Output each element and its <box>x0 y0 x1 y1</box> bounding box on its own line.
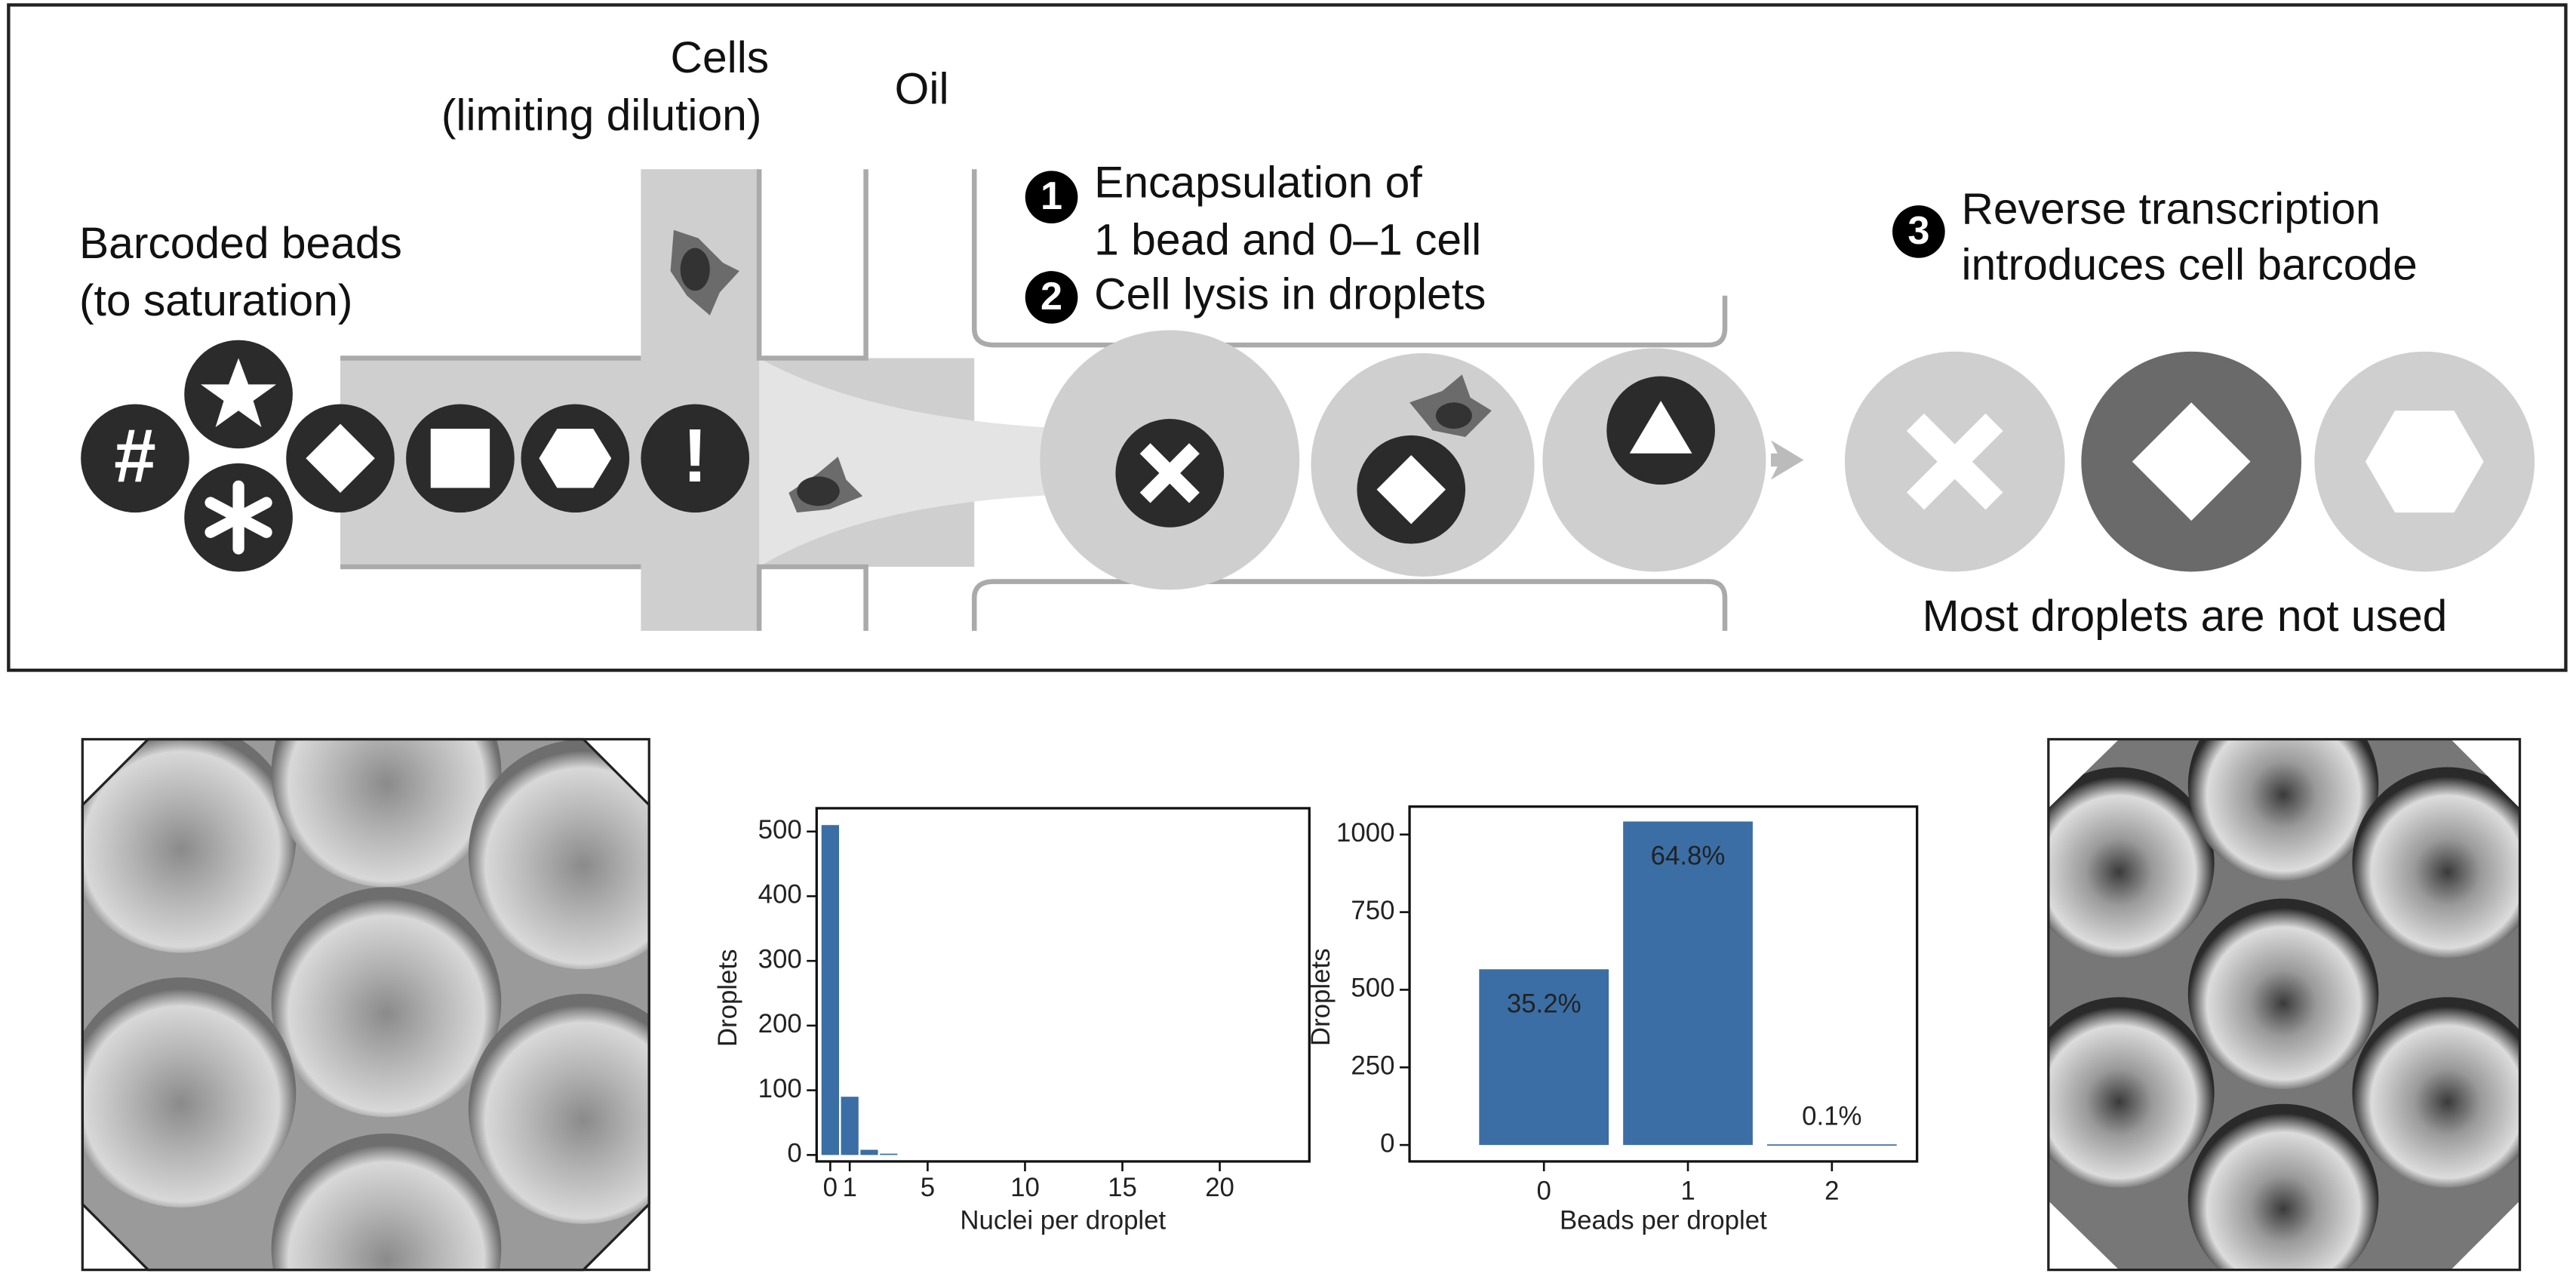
y-tick-label: 100 <box>758 1074 802 1103</box>
bar-label: 64.8% <box>1651 841 1726 871</box>
inlet-label: Cells <box>671 33 770 82</box>
x-tick-label: 2 <box>1824 1176 1839 1205</box>
x-tick-label: 15 <box>1108 1173 1137 1202</box>
droplets <box>1040 330 2535 590</box>
x-tick-label: 0 <box>1537 1176 1551 1205</box>
bar <box>1623 821 1753 1146</box>
x-tick-label: 20 <box>1205 1173 1234 1202</box>
inlet-label: (to saturation) <box>79 276 353 325</box>
step-number: 3 <box>1907 209 1929 253</box>
y-tick-label: 0 <box>1380 1128 1394 1158</box>
step-number: 1 <box>1041 174 1062 218</box>
y-tick-label: 500 <box>1351 974 1394 1003</box>
inlet-label: (limiting dilution) <box>441 91 762 140</box>
y-axis-label: Droplets <box>1306 948 1336 1046</box>
x-tick-label: 10 <box>1010 1173 1040 1202</box>
inlet-label: Oil <box>895 64 949 113</box>
bead-symbol: ! <box>683 414 708 498</box>
droplet-photo <box>2048 739 2520 1270</box>
y-tick-label: 300 <box>758 944 802 974</box>
y-axis-label: Droplets <box>713 949 742 1048</box>
bar-label: 35.2% <box>1507 989 1582 1018</box>
bar <box>1766 1144 1897 1146</box>
bead-symbol: # <box>114 414 156 498</box>
bar <box>860 1149 878 1155</box>
y-tick-label: 250 <box>1351 1051 1394 1080</box>
photo-frame <box>2047 737 2522 1272</box>
caption: Most droplets are not used <box>1923 592 2448 641</box>
bar <box>841 1097 859 1155</box>
step-text: Encapsulation of <box>1094 158 1422 207</box>
step-badge <box>1025 171 1078 224</box>
y-tick-label: 500 <box>758 815 802 845</box>
y-tick-label: 200 <box>758 1009 802 1038</box>
bar <box>821 825 839 1155</box>
x-tick-label: 0 <box>823 1173 838 1202</box>
step-number: 2 <box>1041 275 1062 318</box>
step-text: introduces cell barcode <box>1961 240 2417 289</box>
droplet-photo <box>82 739 650 1270</box>
x-tick-label: 5 <box>921 1173 935 1202</box>
plot-frame <box>1408 805 1919 1163</box>
y-tick-label: 750 <box>1351 896 1394 925</box>
step-badge <box>1892 205 1945 258</box>
y-tick-label: 400 <box>758 880 802 909</box>
step-text: Cell lysis in droplets <box>1094 270 1486 319</box>
x-axis-label: Beads per droplet <box>1560 1206 1767 1235</box>
photo-frame <box>81 737 650 1272</box>
bar <box>880 1153 898 1155</box>
microfluidic-channel <box>340 169 1728 631</box>
inlet-label: Barcoded beads <box>79 219 402 268</box>
step-text: 1 bead and 0–1 cell <box>1094 216 1481 265</box>
bar-label: 0.1% <box>1802 1102 1861 1131</box>
x-axis-label: Nuclei per droplet <box>960 1206 1166 1235</box>
x-tick-label: 1 <box>842 1173 856 1202</box>
x-tick-label: 1 <box>1680 1176 1695 1205</box>
step-badge <box>1025 271 1078 324</box>
plot-frame <box>815 807 1311 1163</box>
beads <box>81 340 750 572</box>
y-tick-label: 1000 <box>1336 818 1394 848</box>
y-tick-label: 0 <box>787 1139 801 1168</box>
step-text: Reverse transcription <box>1961 184 2380 233</box>
bar <box>1479 969 1609 1146</box>
